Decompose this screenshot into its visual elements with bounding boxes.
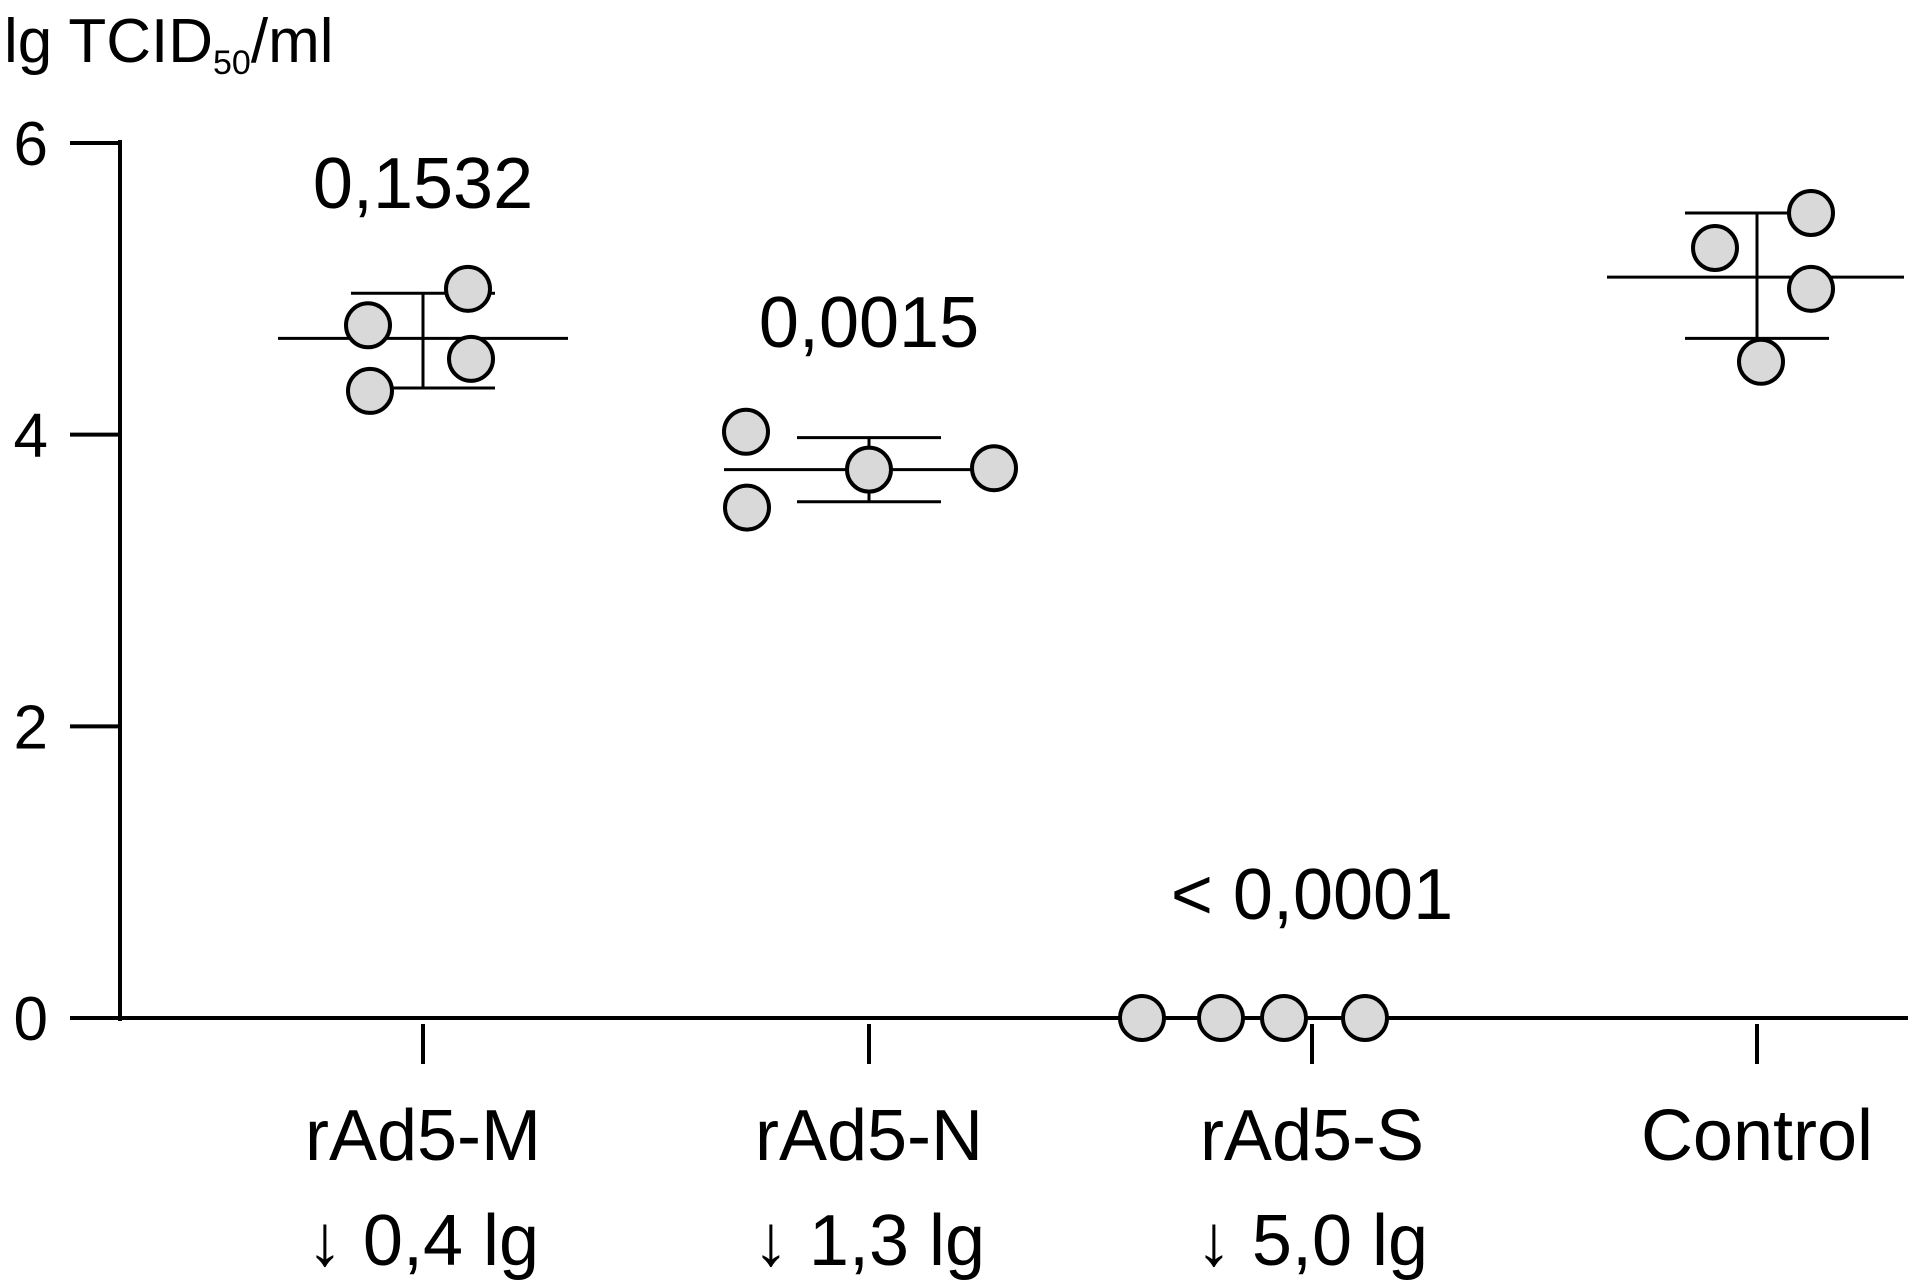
group-rad5-m bbox=[278, 264, 568, 415]
y-tick-label-0: 0 bbox=[14, 985, 48, 1054]
y-tick-label-2: 2 bbox=[14, 693, 48, 762]
data-point-rad5-s-4 bbox=[1341, 994, 1389, 1042]
data-point-rad5-m-3 bbox=[444, 264, 492, 313]
p-value-rad5-n: 0,0015 bbox=[759, 283, 979, 363]
y-axis-label-subscript: 50 bbox=[213, 44, 251, 82]
data-point-rad5-s-2 bbox=[1197, 994, 1245, 1042]
data-point-rad5-m-2 bbox=[346, 366, 394, 415]
group-control bbox=[1607, 189, 1904, 386]
p-value-rad5-m: 0,1532 bbox=[313, 144, 533, 224]
p-value-rad5-s: < 0,0001 bbox=[1171, 855, 1453, 935]
data-point-control-4 bbox=[1787, 264, 1835, 313]
data-point-control-1 bbox=[1691, 224, 1739, 272]
reduction-label-rad5-s: ↓ 5,0 lg bbox=[1196, 1201, 1428, 1281]
data-point-rad5-s-3 bbox=[1260, 994, 1308, 1042]
data-point-rad5-m-1 bbox=[344, 301, 392, 350]
data-point-rad5-s-1 bbox=[1118, 994, 1166, 1042]
group-rad5-s bbox=[1118, 994, 1389, 1042]
plot-marks: 0,1532 0,0015 < 0,0001 bbox=[278, 144, 1904, 1042]
y-axis-label: lg TCID50/ml bbox=[4, 7, 334, 82]
data-point-rad5-n-2 bbox=[723, 483, 771, 532]
x-tick-label-control: Control bbox=[1641, 1096, 1873, 1176]
reduction-label-rad5-n: ↓ 1,3 lg bbox=[753, 1201, 985, 1281]
x-axis bbox=[118, 1016, 1908, 1064]
y-axis-label-prefix: lg TCID bbox=[4, 7, 213, 76]
x-labels: rAd5-M ↓ 0,4 lg rAd5-N ↓ 1,3 lg rAd5-S ↓ 5,0 … bbox=[305, 1096, 1873, 1281]
y-tick-label-6: 6 bbox=[14, 110, 48, 179]
data-point-rad5-n-4 bbox=[970, 444, 1018, 493]
x-tick-label-rad5-s: rAd5-S bbox=[1200, 1096, 1424, 1176]
data-point-rad5-n-3 bbox=[845, 445, 893, 494]
y-tick-label-4: 4 bbox=[14, 402, 48, 471]
group-rad5-n bbox=[722, 407, 1018, 532]
data-point-rad5-n-1 bbox=[722, 407, 770, 456]
data-point-control-2 bbox=[1737, 337, 1785, 386]
x-tick-label-rad5-n: rAd5-N bbox=[755, 1096, 983, 1176]
x-tick-label-rad5-m: rAd5-M bbox=[305, 1096, 541, 1176]
y-axis: 0 2 4 6 bbox=[14, 110, 122, 1054]
y-axis-label-suffix: /ml bbox=[251, 7, 334, 76]
data-point-rad5-m-4 bbox=[447, 334, 495, 383]
reduction-label-rad5-m: ↓ 0,4 lg bbox=[307, 1201, 539, 1281]
data-point-control-3 bbox=[1787, 189, 1835, 237]
